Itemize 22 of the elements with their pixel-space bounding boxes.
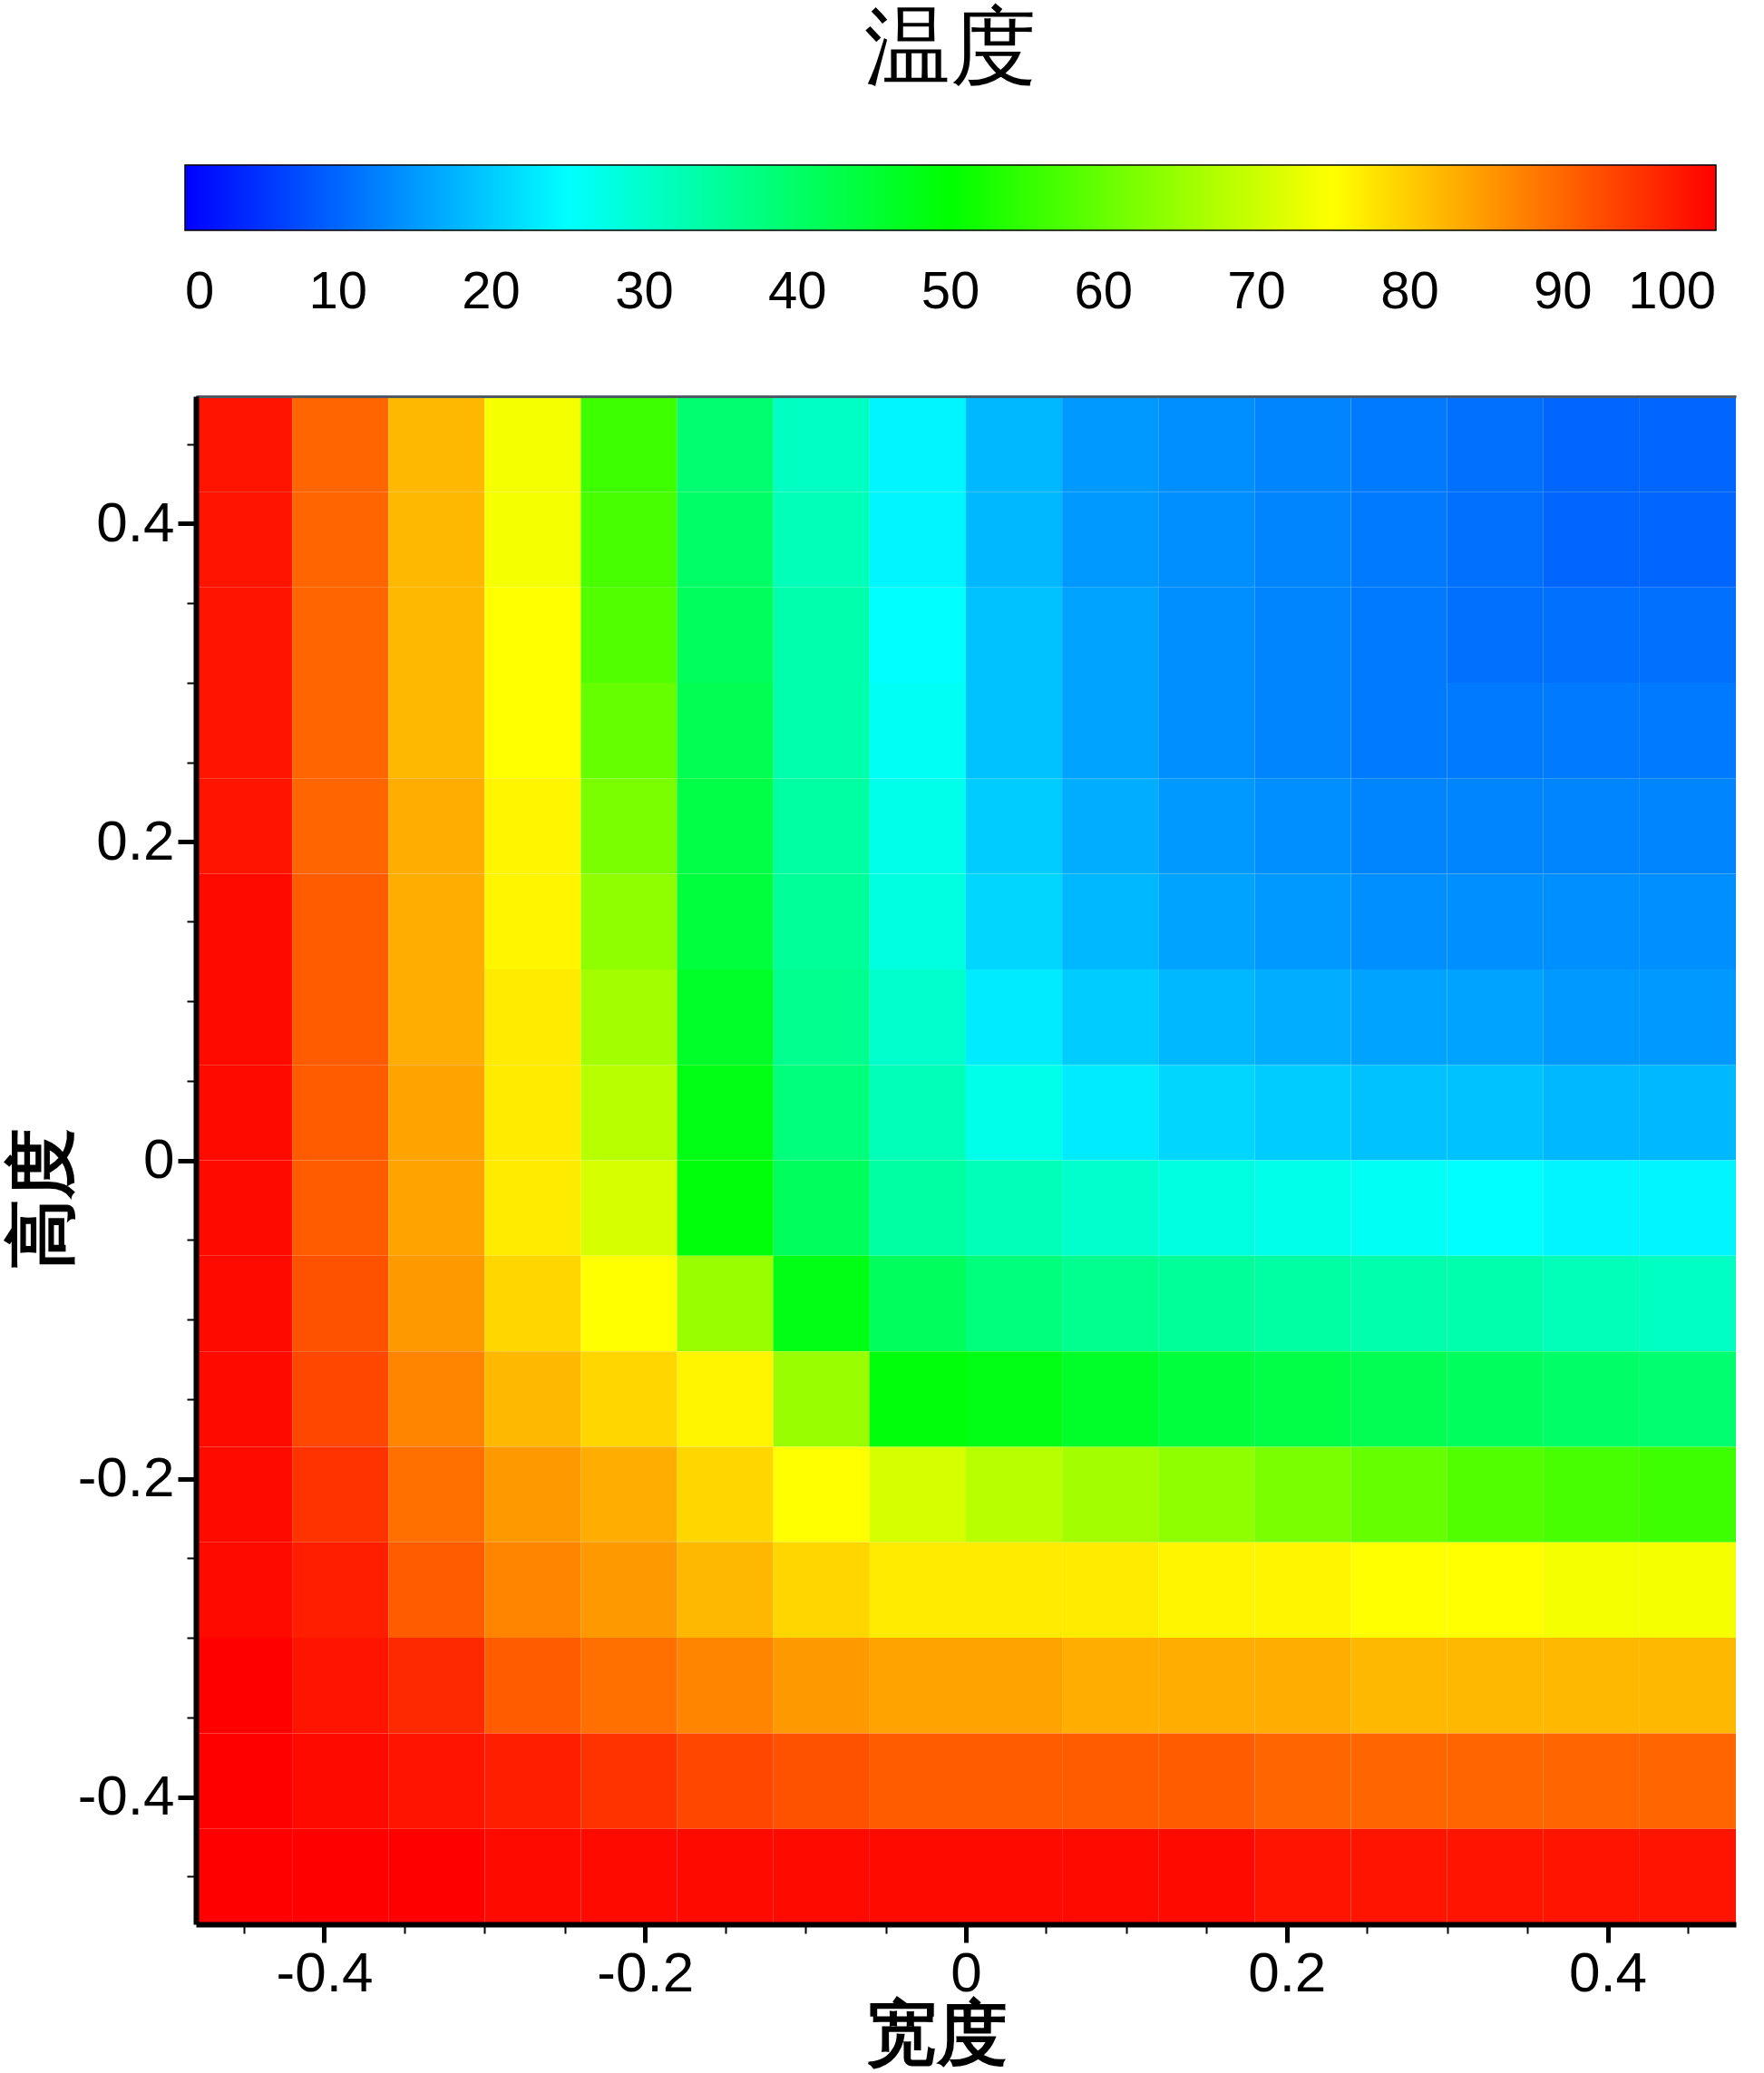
color-bar-label: 100 [1628, 260, 1716, 319]
y-tick-label: 0.4 [96, 490, 175, 553]
color-bar-title: 温度 [864, 0, 1037, 96]
color-bar-label: 30 [615, 260, 674, 319]
color-bar-label: 40 [767, 260, 827, 319]
color-bar-label: 0 [185, 260, 215, 319]
y-tick-label: 0.2 [96, 808, 175, 871]
color-bar-label: 50 [921, 260, 980, 319]
color-bar-label: 80 [1380, 260, 1439, 319]
y-tick-label: -0.2 [77, 1445, 175, 1509]
y-tick-label: 0 [143, 1127, 175, 1190]
y-axis-title: 高度 [0, 1127, 82, 1270]
y-tick-label: -0.4 [77, 1764, 175, 1827]
x-tick-label: 0.4 [1568, 1940, 1648, 2003]
color-bar-label: 20 [462, 260, 521, 319]
color-bar-label: 90 [1533, 260, 1593, 319]
x-tick-label: 0.2 [1248, 1940, 1327, 2003]
color-bar-label: 70 [1227, 260, 1286, 319]
color-bar-label: 60 [1074, 260, 1134, 319]
x-tick-label: -0.2 [597, 1940, 695, 2003]
x-tick-label: -0.4 [276, 1940, 374, 2003]
color-bar-label: 10 [308, 260, 368, 319]
